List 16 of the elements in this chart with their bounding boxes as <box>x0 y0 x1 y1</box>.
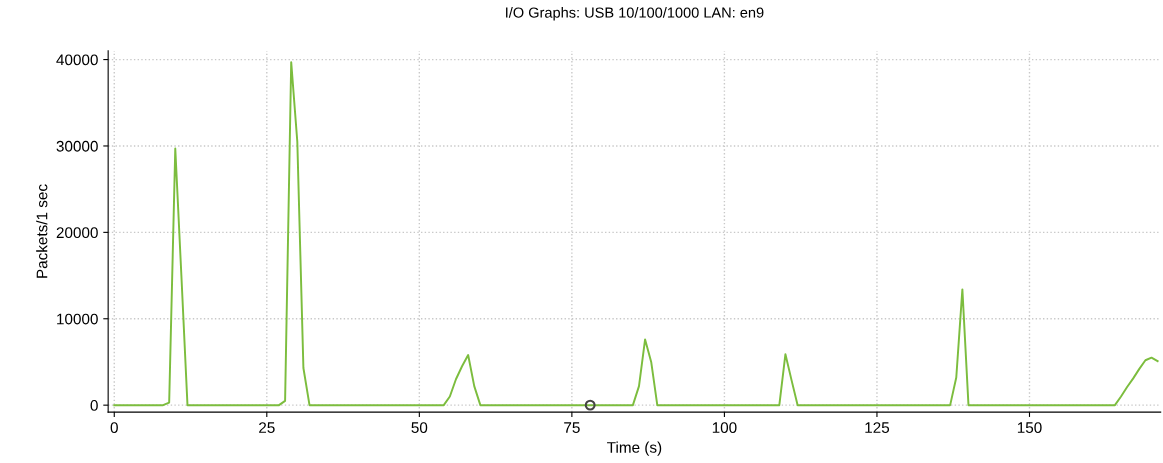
x-tick-label: 0 <box>110 422 118 434</box>
chart-title: I/O Graphs: USB 10/100/1000 LAN: en9 <box>506 7 764 21</box>
y-tick-label: 20000 <box>56 227 98 239</box>
line-series <box>113 61 1159 407</box>
x-tick-label: 150 <box>1017 422 1042 434</box>
y-axis-title: Packets/1 sec <box>36 184 48 278</box>
x-axis-title: Time (s) <box>607 441 662 456</box>
x-tick-label: 75 <box>564 422 580 434</box>
x-tick-label: 100 <box>712 422 737 434</box>
x-tick-label: 50 <box>411 422 428 434</box>
y-tick-label: 30000 <box>56 140 98 152</box>
y-tick-label: 10000 <box>57 313 98 325</box>
y-tick-label: 40000 <box>56 54 98 66</box>
x-tick-label: 125 <box>865 422 890 434</box>
y-tick-label: 0 <box>90 400 98 411</box>
x-tick-label: 25 <box>259 422 275 434</box>
